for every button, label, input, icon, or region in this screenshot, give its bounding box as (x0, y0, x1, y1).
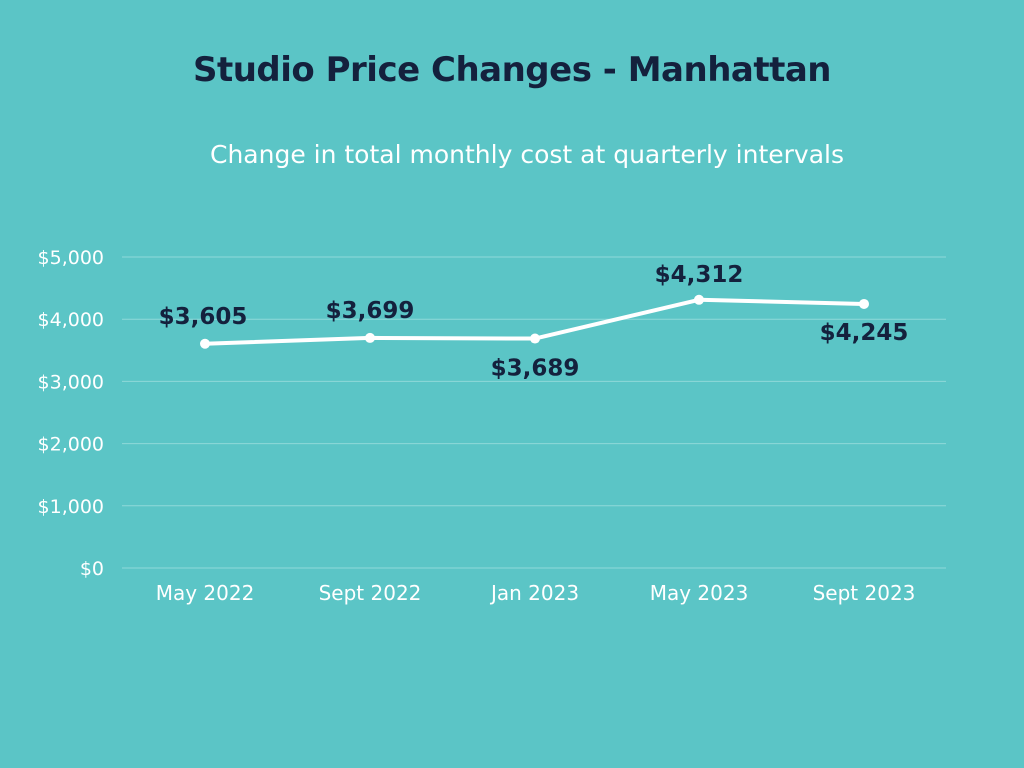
data-label: $3,689 (491, 356, 580, 382)
x-tick-label: Sept 2022 (319, 581, 422, 605)
x-tick-label: Sept 2023 (813, 581, 916, 605)
x-tick-label: May 2023 (650, 581, 749, 605)
y-axis-tick-labels: $0 $1,000 $2,000 $3,000 $4,000 $5,000 (38, 247, 104, 580)
chart-title: Studio Price Changes - Manhattan (192, 50, 832, 90)
data-label: $4,312 (655, 262, 744, 288)
data-labels: $3,605 $3,699 $3,689 $4,312 $4,245 (159, 262, 909, 382)
y-tick-label: $2,000 (38, 434, 104, 456)
y-tick-label: $0 (80, 558, 104, 580)
x-tick-label: Jan 2023 (489, 581, 579, 605)
y-tick-label: $5,000 (38, 247, 104, 269)
y-tick-label: $3,000 (38, 371, 104, 393)
y-tick-label: $1,000 (38, 496, 104, 518)
chart-subtitle: Change in total monthly cost at quarterl… (209, 140, 845, 169)
data-point (530, 333, 540, 344)
y-tick-label: $4,000 (38, 309, 104, 331)
data-label: $3,605 (159, 304, 248, 330)
data-point (200, 338, 210, 349)
data-point (365, 332, 375, 343)
data-label: $4,245 (820, 320, 909, 346)
x-tick-label: May 2022 (156, 581, 255, 605)
x-axis-tick-labels: May 2022 Sept 2022 Jan 2023 May 2023 Sept 20… (156, 581, 916, 605)
data-point (694, 294, 704, 305)
gridlines (122, 256, 946, 569)
data-point (859, 298, 869, 309)
data-points (200, 294, 869, 349)
data-label: $3,699 (326, 298, 415, 324)
